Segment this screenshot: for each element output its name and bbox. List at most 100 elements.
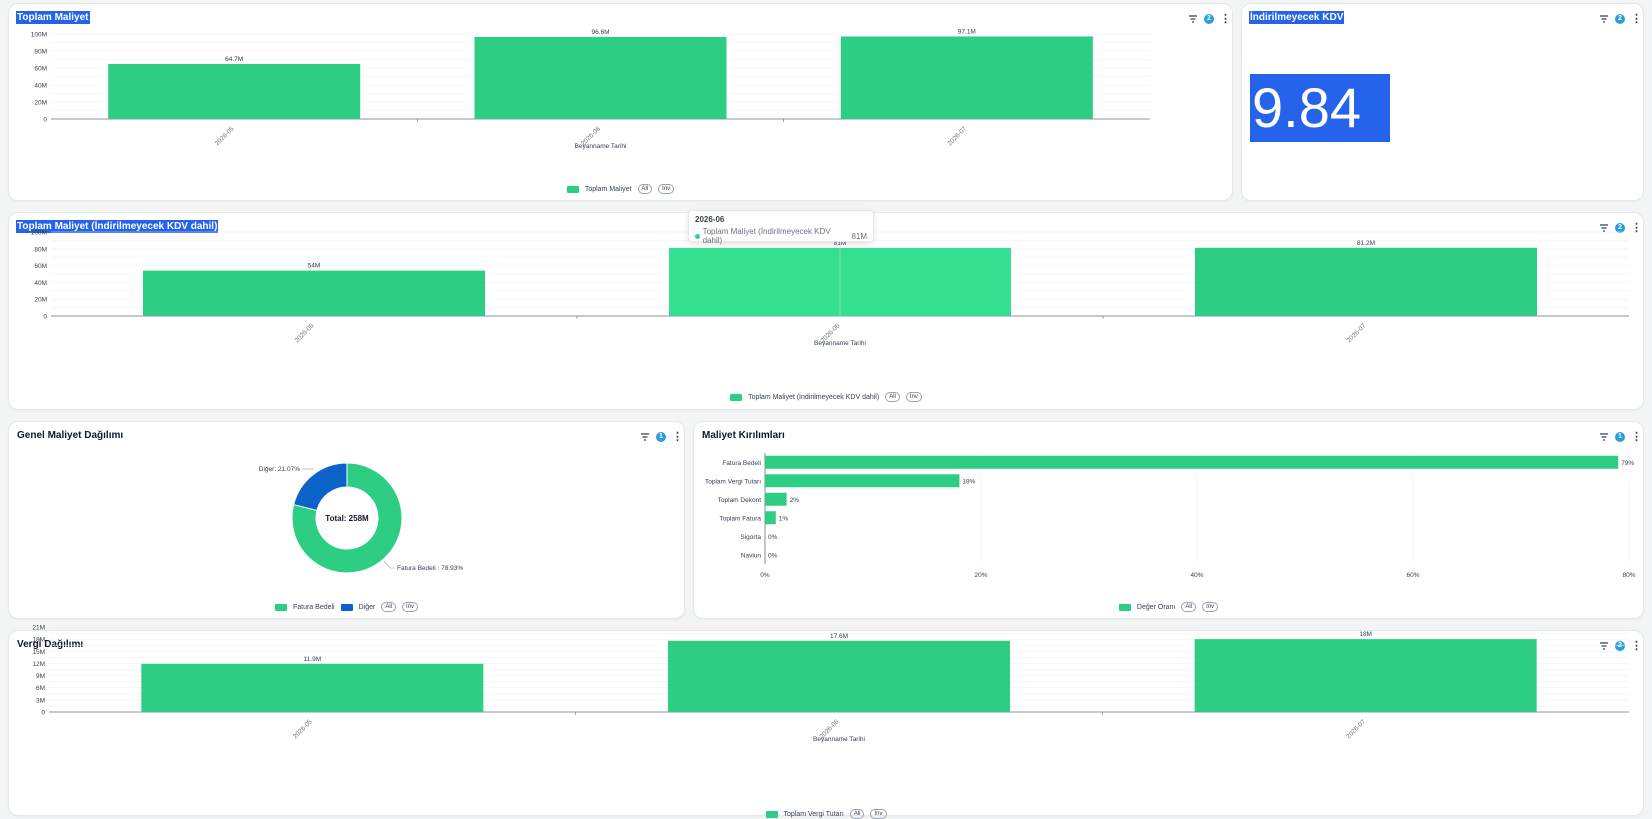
filter-icon[interactable] bbox=[1599, 223, 1609, 233]
panel-title: İndirilmeyecek KDV bbox=[1249, 11, 1345, 24]
data-label: 54M bbox=[308, 263, 321, 270]
pie-label: Fatura Bedeli : 78.93% bbox=[397, 565, 463, 572]
y-tick-label: Fatura Bedeli bbox=[722, 460, 761, 467]
chart-legend: Toplam Maliyet (İndirilmeyecek KDV dahil… bbox=[9, 392, 1643, 402]
legend-all-button[interactable]: All bbox=[849, 809, 865, 819]
bar bbox=[1194, 639, 1537, 712]
legend-label[interactable]: Değer Oranı bbox=[1136, 603, 1176, 611]
legend-invert-button[interactable]: Inv bbox=[870, 809, 887, 819]
kebab-menu-icon[interactable]: ⋮ bbox=[1220, 13, 1231, 25]
data-label: 96.6M bbox=[591, 29, 609, 36]
panel-vergi: Vergi Dağılımı 2 ⋮ 03M6M9M12M15M18M21M11… bbox=[8, 625, 1644, 819]
data-label: 2% bbox=[790, 497, 800, 504]
y-tick-label: 40M bbox=[34, 83, 47, 90]
legend-all-button[interactable]: All bbox=[885, 392, 900, 402]
x-axis-title: Beyanname Tarihi bbox=[575, 143, 627, 150]
filter-count-badge: 1 bbox=[656, 432, 666, 442]
y-tick-label: Navlun bbox=[741, 552, 762, 559]
legend-label[interactable]: Toplam Maliyet (İndirilmeyecek KDV dahil… bbox=[748, 393, 880, 401]
filter-icon[interactable] bbox=[1188, 14, 1198, 24]
y-tick-label: 21M bbox=[32, 625, 45, 632]
legend-label[interactable]: Fatura Bedeli bbox=[292, 603, 335, 611]
bar bbox=[474, 36, 727, 119]
x-tick-label: 2026-05 bbox=[292, 718, 314, 740]
kebab-menu-icon[interactable]: ⋮ bbox=[1631, 13, 1642, 25]
data-label: 79% bbox=[1621, 460, 1634, 467]
y-tick-label: 0 bbox=[41, 710, 45, 717]
kebab-menu-icon[interactable]: ⋮ bbox=[1631, 431, 1642, 443]
legend-swatch bbox=[274, 603, 287, 611]
panel-tools: 2 ⋮ bbox=[1599, 222, 1642, 234]
x-tick-label: 20% bbox=[974, 572, 987, 579]
y-tick-label: 100M bbox=[31, 230, 47, 237]
legend-swatch bbox=[566, 185, 579, 193]
panel-tools: 1 ⋮ bbox=[1599, 431, 1642, 443]
kebab-menu-icon[interactable]: ⋮ bbox=[1631, 222, 1642, 234]
y-tick-label: Sigorta bbox=[740, 534, 761, 541]
panel-title: Toplam Maliyet (İndirilmeyecek KDV dahil… bbox=[16, 220, 219, 233]
x-tick-label: 2026-07 bbox=[1346, 322, 1368, 344]
filter-icon[interactable] bbox=[640, 432, 650, 442]
tooltip-row: Toplam Maliyet (İndirilmeyecek KDV dahil… bbox=[695, 227, 867, 245]
legend-all-button[interactable]: All bbox=[381, 602, 397, 612]
filter-count-badge: 2 bbox=[1615, 223, 1625, 233]
x-tick-label: 40% bbox=[1190, 572, 1203, 579]
panel-genel-maliyet: Genel Maliyet Dağılımı 1 ⋮ Total: 258M Di… bbox=[8, 421, 685, 619]
data-label: 18% bbox=[962, 478, 975, 485]
legend-invert-button[interactable]: Inv bbox=[402, 602, 419, 612]
legend-swatch bbox=[340, 603, 353, 611]
y-tick-label: 80M bbox=[34, 49, 47, 56]
kebab-menu-icon[interactable]: ⋮ bbox=[1631, 640, 1642, 652]
y-tick-label: 100M bbox=[31, 32, 47, 39]
legend-all-button[interactable]: All bbox=[1181, 602, 1197, 612]
y-tick-label: 0 bbox=[43, 314, 47, 321]
kebab-menu-icon[interactable]: ⋮ bbox=[672, 431, 683, 443]
filter-count-badge: 1 bbox=[1615, 432, 1625, 442]
legend-all-button[interactable]: All bbox=[637, 184, 653, 194]
legend-label[interactable]: Diğer bbox=[358, 603, 376, 611]
tooltip-series: Toplam Maliyet (İndirilmeyecek KDV dahil… bbox=[702, 227, 831, 245]
y-tick-label: 60M bbox=[34, 66, 47, 73]
chart-toplam-maliyet-kdv: 020M40M60M80M100M54M2026-0581M2026-0681.… bbox=[31, 230, 1629, 347]
legend-invert-button[interactable]: Inv bbox=[658, 184, 675, 194]
x-tick-label: 2026-07 bbox=[946, 125, 968, 147]
filter-count-badge: 2 bbox=[1615, 14, 1625, 24]
y-tick-label: 40M bbox=[34, 280, 47, 287]
legend-invert-button[interactable]: Inv bbox=[905, 392, 922, 402]
panel-tools: 2 ⋮ bbox=[1599, 13, 1642, 25]
legend-swatch bbox=[730, 393, 743, 401]
panel-maliyet-kirilim: Maliyet Kırılımları 1 ⋮ 0% 20% 40% 60% 80% Fa… bbox=[693, 421, 1644, 619]
data-label: 97.1M bbox=[958, 28, 976, 35]
x-tick-label: 2026-05 bbox=[294, 322, 316, 344]
data-label: 17.6M bbox=[830, 633, 848, 640]
y-tick-label: 0 bbox=[43, 117, 47, 124]
pie-slice bbox=[291, 462, 403, 574]
x-tick-label: 60% bbox=[1406, 572, 1419, 579]
x-axis-title: Beyanname Tarihi bbox=[813, 736, 865, 743]
x-tick-label: 0% bbox=[760, 572, 770, 579]
kpi-value: 9.84 bbox=[1250, 74, 1390, 142]
panel-kdv: İndirilmeyecek KDV 2 ⋮ 9.84 bbox=[1241, 3, 1644, 201]
y-tick-label: 9M bbox=[36, 673, 45, 680]
y-tick-label: 12M bbox=[32, 661, 45, 668]
chart-toplam-maliyet: 0 20M 40M 60M 80M 100M 64.7M 2026-05 96.6M 2026-0… bbox=[31, 28, 1150, 150]
chart-tooltip: 2026-06 Toplam Maliyet (İndirilmeyecek K… bbox=[688, 210, 874, 245]
tooltip-dot-icon bbox=[695, 233, 700, 239]
filter-icon[interactable] bbox=[1599, 641, 1609, 651]
data-label: 64.7M bbox=[225, 56, 243, 63]
pie-label-line bbox=[383, 560, 395, 569]
legend-label[interactable]: Toplam Maliyet bbox=[584, 185, 632, 193]
data-label: 1% bbox=[779, 515, 789, 522]
panel-tools: 2 ⋮ bbox=[1188, 13, 1231, 25]
chart-legend: Toplam Maliyet All Inv bbox=[9, 184, 1232, 194]
tooltip-header: 2026-06 bbox=[695, 215, 725, 224]
tooltip-value: 81M bbox=[851, 231, 867, 241]
chart-maliyet-kirilim: 0% 20% 40% 60% 80% Fatura Bedeli 79% Toplam Ver… bbox=[705, 453, 1636, 579]
legend-invert-button[interactable]: Inv bbox=[1202, 602, 1219, 612]
filter-icon[interactable] bbox=[1599, 14, 1609, 24]
panel-title: Genel Maliyet Dağılımı bbox=[17, 430, 124, 441]
filter-icon[interactable] bbox=[1599, 432, 1609, 442]
bar bbox=[143, 270, 485, 316]
legend-label[interactable]: Toplam Vergi Tutarı bbox=[783, 810, 844, 818]
data-label: 0% bbox=[768, 534, 778, 541]
